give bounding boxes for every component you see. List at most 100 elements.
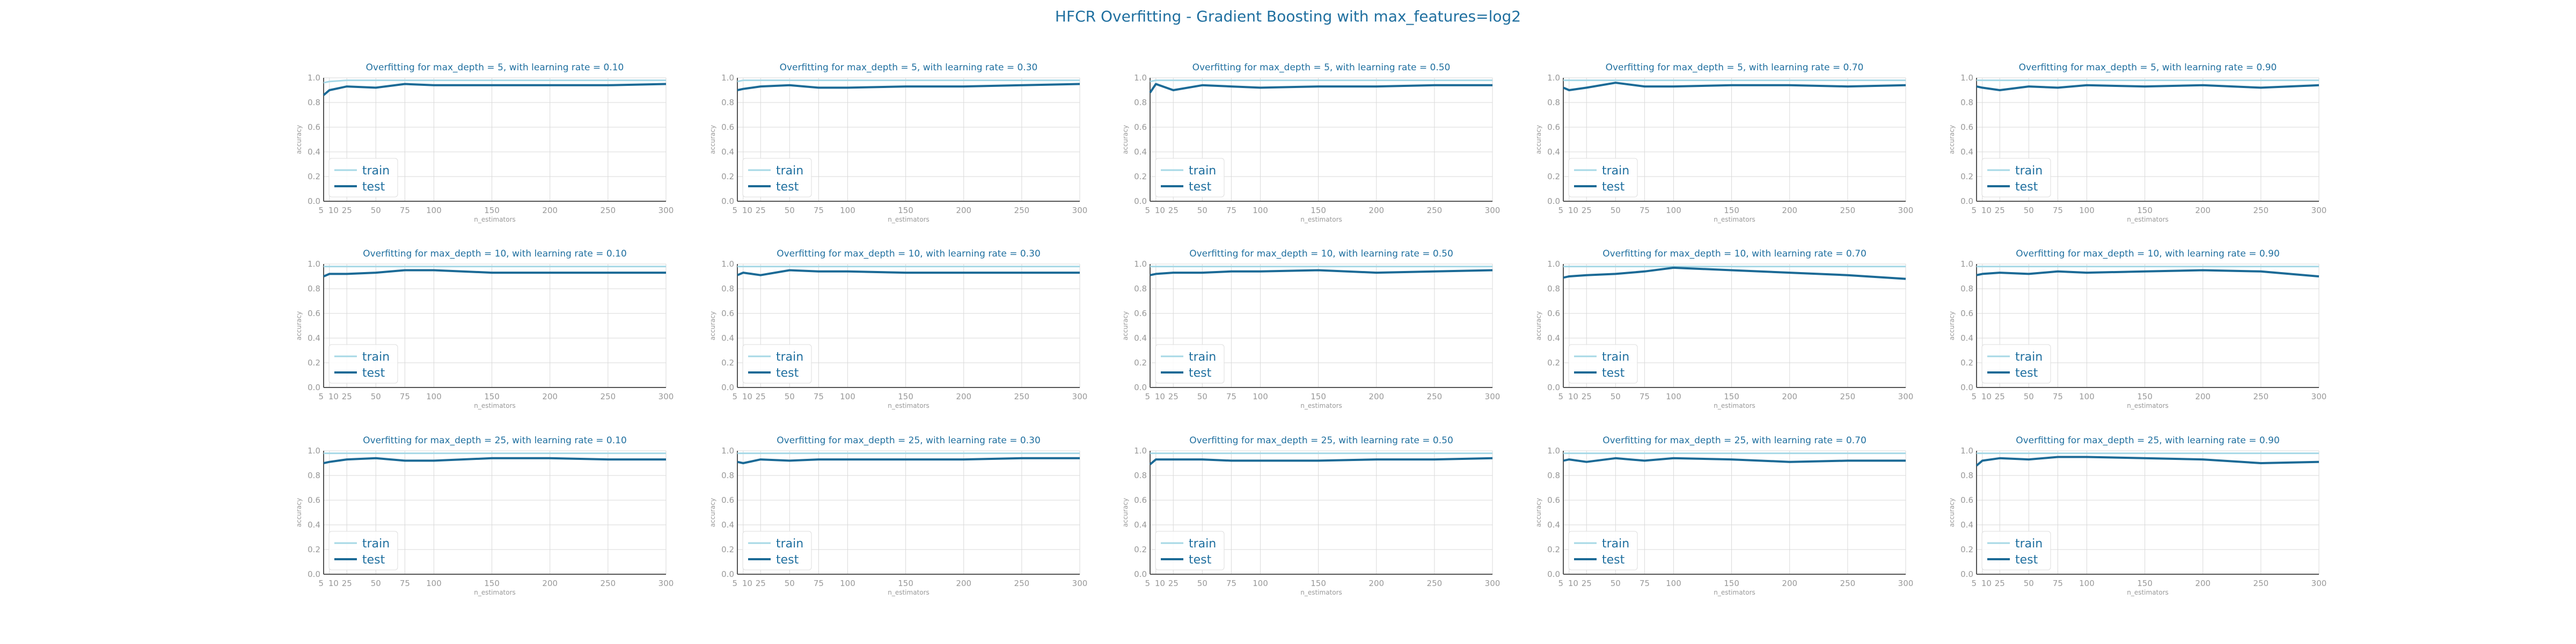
y-axis-label: accuracy: [295, 125, 303, 154]
x-tick-label: 100: [2079, 392, 2095, 401]
y-tick-label: 0.8: [308, 471, 320, 480]
x-tick-label: 300: [1072, 392, 1088, 401]
legend-label-train: train: [2015, 537, 2043, 551]
y-axis-label: accuracy: [295, 311, 303, 340]
x-tick-label: 5: [1971, 579, 1977, 588]
x-tick-label: 50: [2024, 206, 2034, 215]
series-line-train: [1150, 79, 1492, 83]
x-axis-label: n_estimators: [1300, 402, 1342, 409]
subplot-title: Overfitting for max_depth = 25, with lea…: [1189, 435, 1453, 446]
y-tick-label: 0.0: [1134, 569, 1147, 579]
y-tick-label: 0.4: [308, 147, 320, 157]
x-tick-label: 100: [1666, 206, 1681, 215]
y-tick-label: 0.4: [1134, 147, 1147, 157]
series-line-test: [1149, 457, 1493, 465]
y-tick-label: 0.4: [1134, 333, 1147, 343]
series-line-test: [1563, 266, 1906, 280]
x-axis-label: n_estimators: [2127, 589, 2169, 596]
subplot-title: Overfitting for max_depth = 5, with lear…: [2019, 62, 2277, 73]
y-tick-label: 1.0: [1547, 446, 1560, 456]
x-tick-label: 10: [328, 206, 339, 215]
legend-label-train: train: [1189, 164, 1216, 178]
subplot-3-3: Overfitting for max_depth = 25, with lea…: [1122, 435, 1500, 596]
subplot-1-4: Overfitting for max_depth = 5, with lear…: [1535, 62, 1913, 223]
x-tick-label: 5: [1558, 392, 1563, 401]
x-tick-label: 25: [1168, 579, 1179, 588]
legend-label-test: test: [1602, 367, 1625, 380]
x-tick-label: 200: [2195, 206, 2211, 215]
subplot-title: Overfitting for max_depth = 25, with lea…: [1602, 435, 1867, 446]
x-tick-label: 50: [371, 206, 381, 215]
x-tick-label: 300: [1072, 579, 1088, 588]
x-tick-label: 75: [814, 579, 824, 588]
x-tick-label: 25: [756, 392, 766, 401]
y-tick-label: 0.2: [1547, 545, 1560, 554]
x-tick-label: 25: [1995, 206, 2005, 215]
legend-label-test: test: [362, 367, 385, 380]
x-tick-label: 10: [1568, 206, 1578, 215]
x-tick-label: 250: [1014, 206, 1030, 215]
x-tick-label: 75: [1640, 392, 1650, 401]
y-tick-label: 0.0: [1960, 383, 1973, 392]
series-line-train: [323, 79, 666, 84]
y-tick-label: 0.0: [308, 569, 320, 579]
y-tick-label: 0.6: [1547, 309, 1560, 318]
y-tick-label: 0.0: [308, 383, 320, 392]
x-tick-label: 200: [542, 206, 558, 215]
x-tick-label: 10: [1981, 206, 1992, 215]
y-tick-label: 0.2: [1134, 358, 1147, 368]
subplot-1-3: Overfitting for max_depth = 5, with lear…: [1122, 62, 1500, 223]
x-tick-label: 5: [318, 206, 324, 215]
x-tick-label: 50: [1611, 392, 1621, 401]
x-tick-label: 10: [742, 206, 752, 215]
x-tick-label: 75: [2053, 206, 2063, 215]
x-tick-label: 150: [1724, 392, 1739, 401]
y-tick-label: 0.4: [1547, 147, 1560, 157]
x-tick-label: 50: [1611, 206, 1621, 215]
x-tick-label: 10: [328, 392, 339, 401]
x-axis-label: n_estimators: [888, 589, 930, 596]
x-tick-label: 250: [2253, 579, 2269, 588]
x-tick-label: 50: [785, 392, 795, 401]
x-tick-label: 75: [400, 579, 410, 588]
legend-label-train: train: [362, 537, 390, 551]
x-tick-label: 25: [1582, 579, 1592, 588]
x-tick-label: 10: [328, 579, 339, 588]
y-tick-label: 0.6: [1960, 309, 1973, 318]
y-tick-label: 0.4: [1547, 520, 1560, 530]
x-axis-label: n_estimators: [1300, 589, 1342, 596]
y-axis-label: accuracy: [1122, 498, 1129, 527]
x-axis-label: n_estimators: [1300, 216, 1342, 223]
y-tick-label: 0.6: [308, 122, 320, 132]
subplot-2-3: Overfitting for max_depth = 10, with lea…: [1122, 248, 1500, 409]
x-tick-label: 300: [2311, 206, 2327, 215]
x-tick-label: 200: [956, 392, 971, 401]
y-tick-label: 0.2: [308, 172, 320, 181]
subplot-3-5: Overfitting for max_depth = 25, with lea…: [1948, 435, 2326, 596]
legend-label-train: train: [1189, 350, 1216, 364]
y-tick-label: 0.8: [1547, 471, 1560, 480]
x-tick-label: 200: [956, 206, 971, 215]
x-axis-label: n_estimators: [2127, 402, 2169, 409]
x-tick-label: 75: [1640, 206, 1650, 215]
x-tick-label: 25: [1582, 392, 1592, 401]
x-tick-label: 250: [2253, 206, 2269, 215]
x-tick-label: 150: [898, 206, 913, 215]
x-axis-label: n_estimators: [1714, 402, 1755, 409]
subplot-title: Overfitting for max_depth = 5, with lear…: [780, 62, 1038, 73]
y-axis-label: accuracy: [1948, 498, 1956, 527]
legend-label-train: train: [2015, 164, 2043, 178]
y-axis-label: accuracy: [1948, 311, 1956, 340]
x-tick-label: 25: [756, 579, 766, 588]
legend-label-test: test: [776, 367, 799, 380]
series-line-train: [737, 79, 1080, 83]
x-axis-label: n_estimators: [1714, 216, 1755, 223]
x-tick-label: 300: [1485, 579, 1501, 588]
y-axis-label: accuracy: [1948, 125, 1956, 154]
x-tick-label: 75: [400, 392, 410, 401]
legend-label-test: test: [776, 180, 799, 194]
x-tick-label: 150: [2137, 579, 2153, 588]
subplot-2-5: Overfitting for max_depth = 10, with lea…: [1948, 248, 2326, 409]
legend-label-train: train: [1602, 537, 1629, 551]
